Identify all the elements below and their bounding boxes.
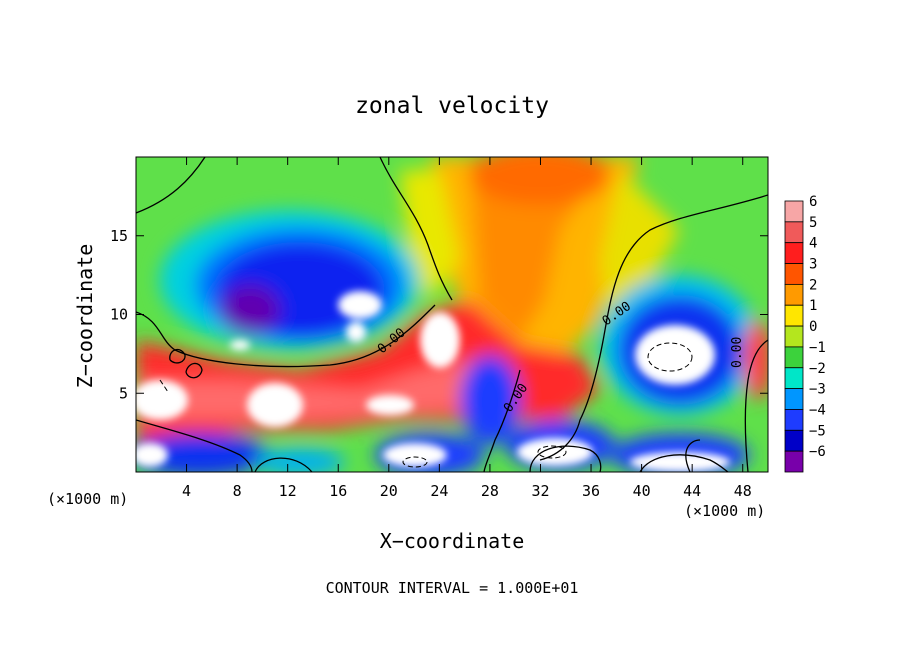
x-unit-right: (×1000 m) [684, 502, 765, 520]
colorbar-label: −6 [809, 444, 826, 460]
colorbar-label: −2 [809, 361, 826, 377]
chart-title: zonal velocity [355, 93, 549, 119]
x-tick-label: 20 [380, 482, 398, 500]
colorbar-swatch [784, 242, 804, 264]
x-tick-label: 24 [430, 482, 448, 500]
heatmap-field [136, 157, 768, 472]
y-tick-label: 5 [119, 384, 128, 402]
x-tick-label: 4 [182, 482, 191, 500]
contour-lines [136, 157, 768, 472]
colorbar-label: −1 [809, 340, 826, 356]
colorbar-swatch [784, 221, 804, 244]
colorbar-label: 3 [809, 257, 817, 273]
y-tick-label: 10 [110, 306, 128, 324]
colorbar-label: −4 [809, 402, 826, 418]
x-tick-label: 32 [531, 482, 549, 500]
x-tick-label: 28 [481, 482, 499, 500]
colorbar-swatch [784, 450, 804, 473]
colorbar-label: 0 [809, 319, 817, 335]
colorbar-label: −3 [809, 382, 826, 398]
colorbar-label: −5 [809, 423, 826, 439]
x-tick-label: 44 [683, 482, 701, 500]
colorbar-swatch [784, 283, 804, 306]
colorbar-swatch [784, 429, 804, 452]
colorbar-swatch [784, 409, 804, 431]
x-tick-label: 48 [734, 482, 752, 500]
colorbar-swatch [784, 388, 804, 410]
x-axis: 4 8 12 16 20 24 28 32 36 40 44 48 [182, 157, 752, 500]
x-tick-label: 36 [582, 482, 600, 500]
colorbar-label: 6 [809, 194, 817, 210]
colorbar-label: 1 [809, 298, 817, 314]
y-axis: 5 10 15 [110, 227, 768, 402]
x-tick-label: 12 [279, 482, 297, 500]
y-axis-label: Z−coordinate [73, 244, 97, 389]
y-tick-label: 15 [110, 227, 128, 245]
colorbar-swatch [784, 263, 804, 285]
x-unit-left: (×1000 m) [47, 490, 128, 508]
colorbar-swatch [784, 346, 804, 369]
contour-label: 0.00 [730, 337, 745, 368]
x-tick-label: 40 [633, 482, 651, 500]
colorbar-label: 5 [809, 215, 817, 231]
x-axis-label: X−coordinate [380, 529, 525, 553]
colorbar-swatch [784, 200, 804, 223]
colorbar: 6 5 4 3 2 1 0 −1 −2 −3 −4 −5 −6 [784, 194, 826, 473]
colorbar-swatch [784, 325, 804, 348]
x-tick-label: 8 [233, 482, 242, 500]
x-tick-label: 16 [329, 482, 347, 500]
contour-interval-note: CONTOUR INTERVAL = 1.000E+01 [326, 579, 579, 597]
colorbar-label: 2 [809, 277, 817, 293]
colorbar-swatch [784, 367, 804, 390]
colorbar-label: 4 [809, 236, 817, 252]
dashed-contours [159, 342, 693, 468]
colorbar-swatch [784, 304, 804, 327]
